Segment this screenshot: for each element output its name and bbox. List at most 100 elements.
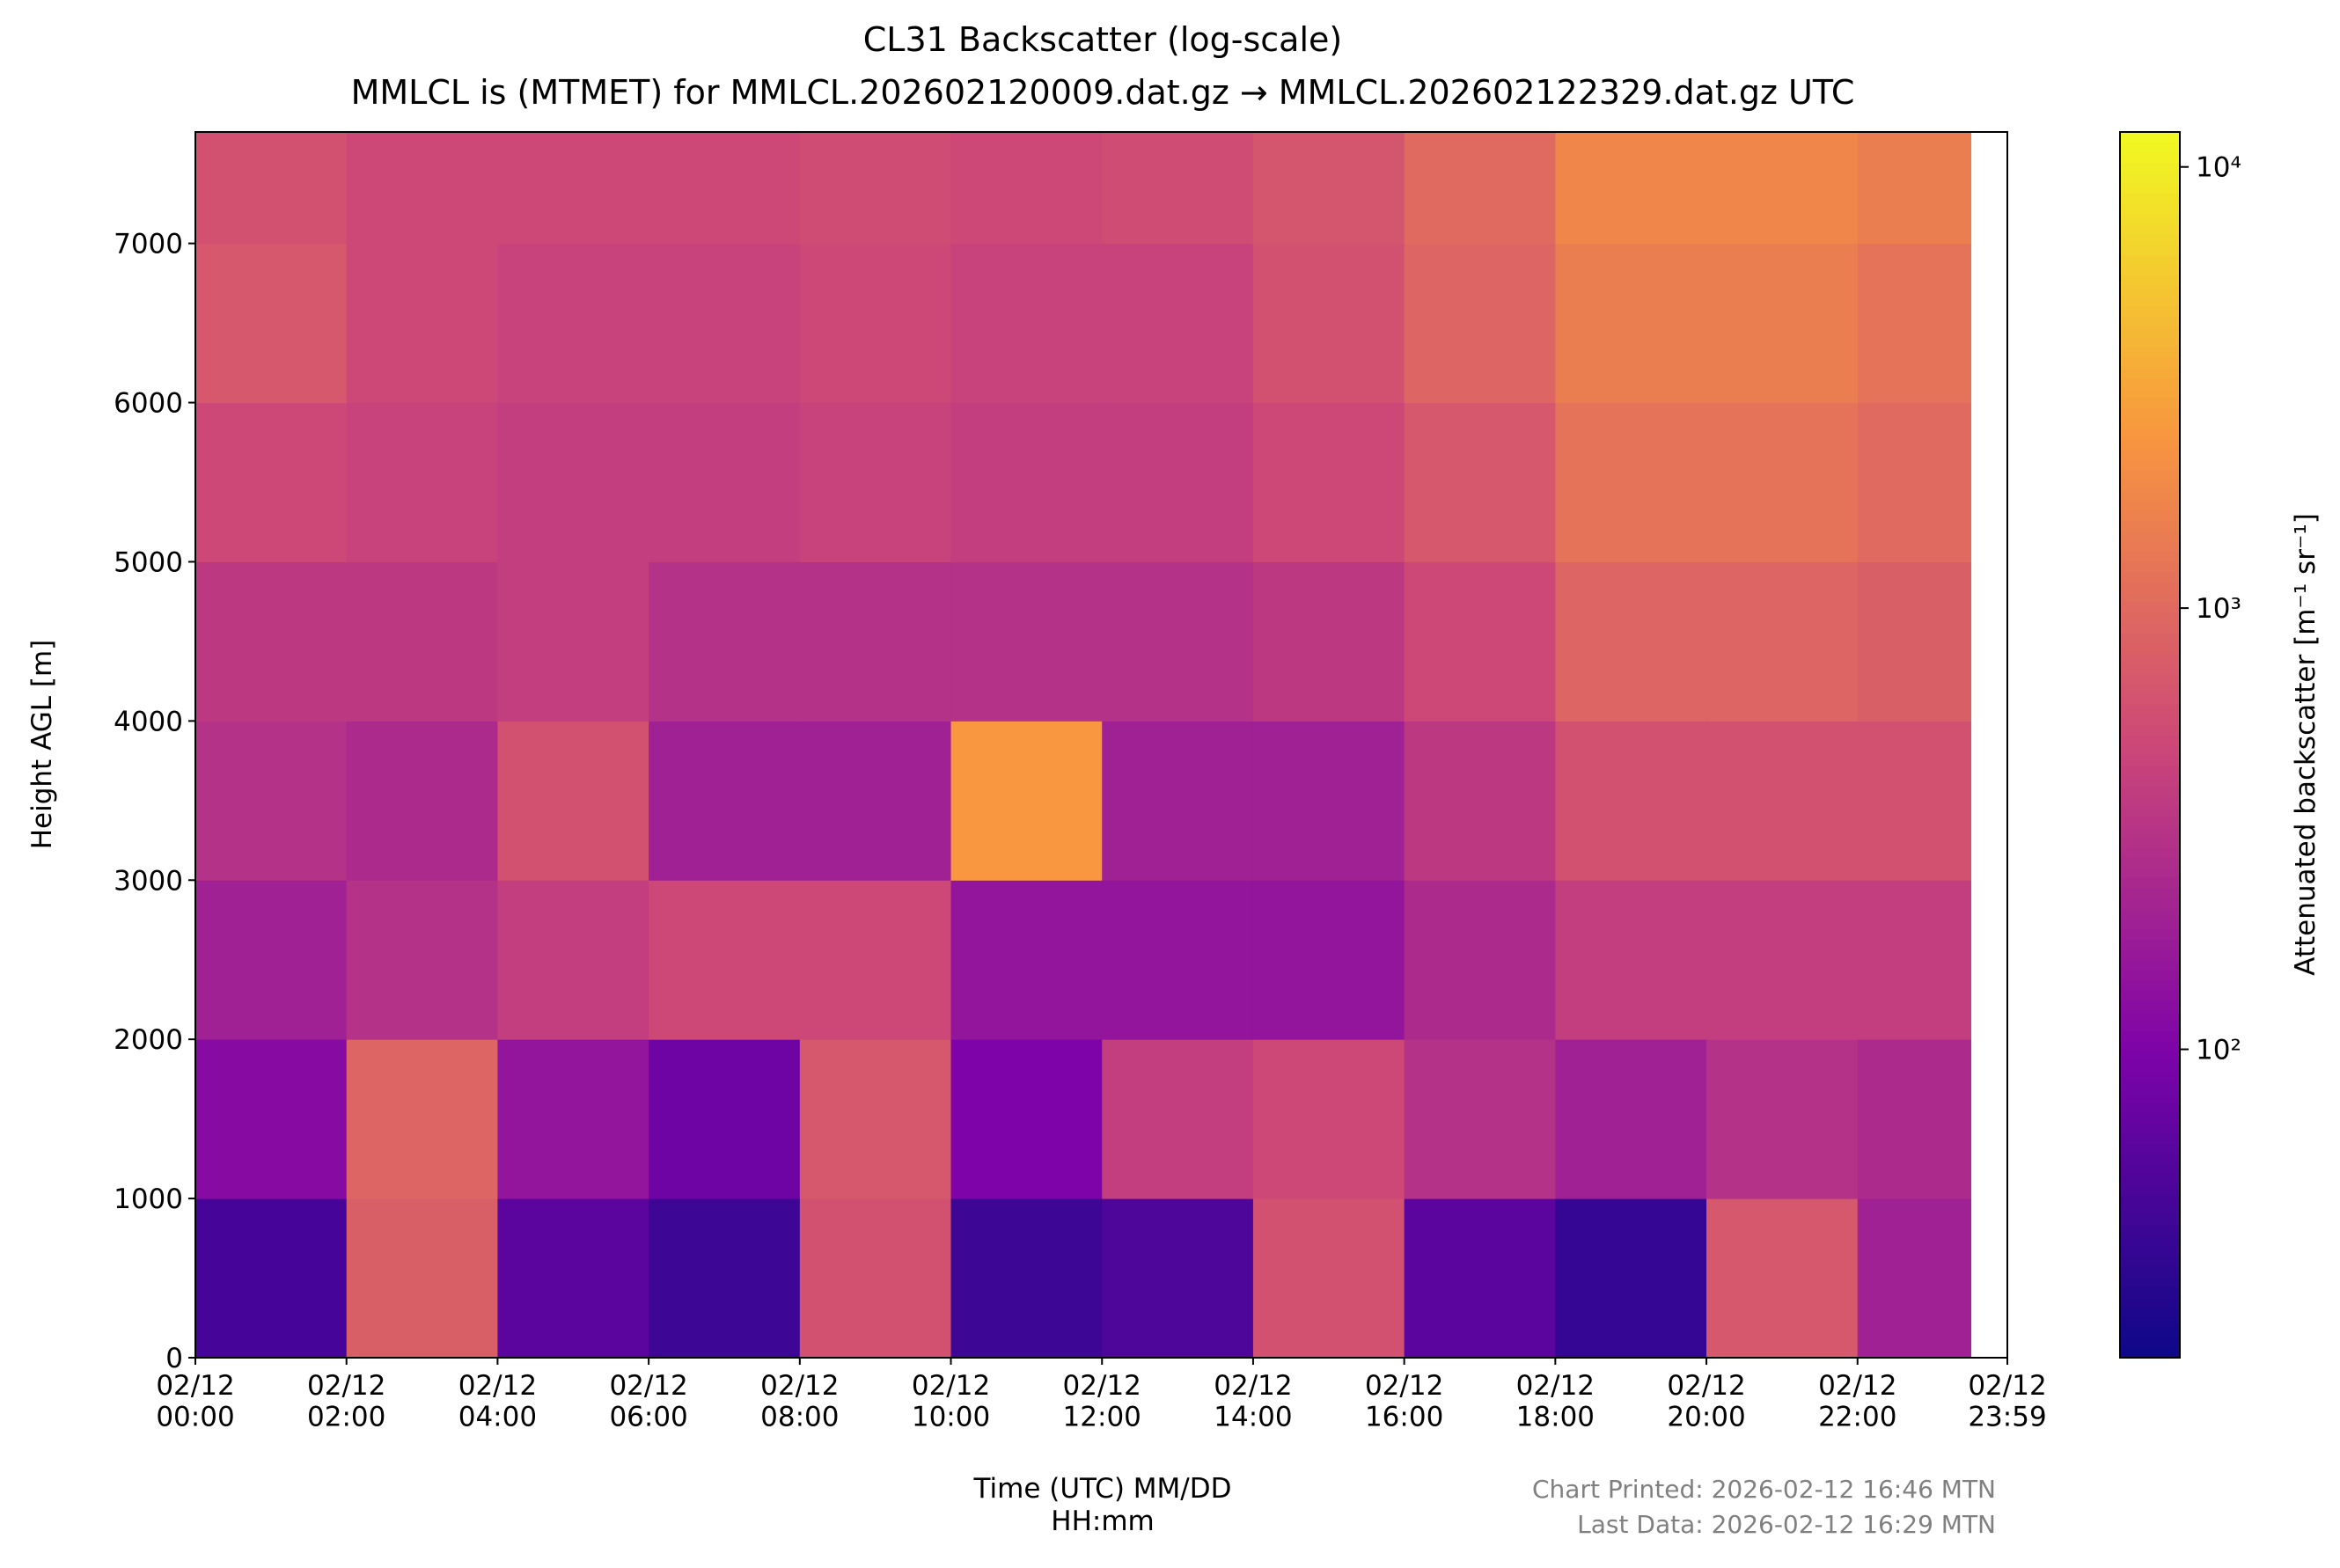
colorbar-segment (2120, 285, 2180, 297)
heatmap-cell (1252, 243, 1405, 404)
heatmap-cell (346, 132, 498, 245)
colorbar-segment (2120, 990, 2180, 1001)
colorbar-segment (2120, 509, 2180, 521)
y-tick-label: 0 (165, 1343, 183, 1374)
colorbar-segment (2120, 734, 2180, 746)
colorbar-segment (2120, 653, 2180, 664)
colorbar-segment (2120, 1194, 2180, 1205)
footnote: Last Data: 2026-02-12 16:29 MTN (1577, 1510, 1996, 1539)
colorbar-segment (2120, 1276, 2180, 1287)
colorbar-segment (2120, 744, 2180, 756)
heatmap-cell (799, 561, 952, 722)
colorbar-segment (2120, 1030, 2180, 1042)
heatmap-cell (1404, 561, 1556, 722)
heatmap-cell (497, 1039, 649, 1199)
colorbar-segment (2120, 193, 2180, 205)
heatmap-cell (1404, 1198, 1556, 1359)
y-tick-label: 2000 (114, 1024, 183, 1056)
heatmap-cell (1706, 243, 1859, 404)
y-tick-label: 7000 (114, 229, 183, 260)
x-tick-label: 02/12 04:00 (458, 1370, 537, 1433)
colorbar-segment (2120, 469, 2180, 480)
heatmap-cell (649, 721, 801, 881)
colorbar-segment (2120, 1081, 2180, 1093)
heatmap-cell (799, 880, 952, 1040)
colorbar-segment (2120, 1123, 2180, 1134)
colorbar-segment (2120, 622, 2180, 634)
colorbar-segment (2120, 969, 2180, 981)
colorbar-segment (2120, 448, 2180, 460)
heatmap-cell (195, 721, 348, 881)
heatmap-cell (195, 132, 348, 245)
heatmap-cell (346, 402, 498, 562)
colorbar-segment (2120, 172, 2180, 184)
y-tick-label: 6000 (114, 388, 183, 420)
colorbar-segment (2120, 1265, 2180, 1277)
heatmap-cell (497, 561, 649, 722)
colorbar-segment (2120, 867, 2180, 879)
heatmap-cell (1252, 721, 1405, 881)
heatmap-cell (1102, 1039, 1254, 1199)
x-tick-label: 02/12 08:00 (760, 1370, 839, 1433)
x-tick-label: 02/12 14:00 (1214, 1370, 1292, 1433)
colorbar-segment (2120, 714, 2180, 726)
colorbar-segment (2120, 816, 2180, 828)
heatmap-cell (799, 1198, 952, 1359)
colorbar-segment (2120, 479, 2180, 491)
colorbar-segment (2120, 458, 2180, 470)
colorbar-segment (2120, 295, 2180, 307)
heatmap-cell (1706, 402, 1859, 562)
colorbar-segment (2120, 857, 2180, 868)
heatmap-cell (1555, 1198, 1707, 1359)
heatmap-cell (1857, 243, 1972, 404)
colorbar-segment (2120, 806, 2180, 817)
x-tick-label: 02/12 12:00 (1063, 1370, 1141, 1433)
heatmap-cell (1706, 1039, 1859, 1199)
colorbar-segment (2120, 775, 2180, 787)
heatmap-cell (1706, 561, 1859, 722)
colorbar-segment (2120, 1092, 2180, 1103)
heatmap-cell (799, 243, 952, 404)
colorbar-segment (2120, 356, 2180, 368)
heatmap-cell (950, 1039, 1103, 1199)
colorbar-segment (2120, 1306, 2180, 1318)
colorbar-segment (2120, 152, 2180, 164)
colorbar-segment (2120, 836, 2180, 848)
colorbar-frame (2119, 131, 2181, 1359)
colorbar-segment (2120, 264, 2180, 276)
heatmap-cell (497, 1198, 649, 1359)
heatmap-cell (950, 721, 1103, 881)
colorbar-segment (2120, 959, 2180, 971)
heatmap-cell (950, 1198, 1103, 1359)
colorbar-segment (2120, 213, 2180, 225)
heatmap-cell (649, 1198, 801, 1359)
colorbar-segment (2120, 530, 2180, 542)
heatmap-cell (1102, 402, 1254, 562)
colorbar-segment (2120, 244, 2180, 256)
colorbar-segment (2120, 336, 2180, 348)
chart-title: CL31 Backscatter (log-scale) (863, 20, 1342, 59)
heatmap-cell (1404, 402, 1556, 562)
heatmap-cell (950, 402, 1103, 562)
colorbar-segment (2120, 1286, 2180, 1298)
colorbar-segment (2120, 1071, 2180, 1083)
colorbar-segment (2120, 918, 2180, 930)
colorbar-segment (2120, 908, 2180, 920)
heatmap-cell (1555, 402, 1707, 562)
colorbar-segment (2120, 397, 2180, 409)
colorbar-segment (2120, 438, 2180, 450)
colorbar-tick-label: 10⁴ (2196, 152, 2241, 184)
heatmap-cell (1102, 132, 1254, 245)
heatmap-cell (1102, 880, 1254, 1040)
colorbar-segment (2120, 755, 2180, 766)
colorbar-segment (2120, 315, 2180, 327)
colorbar-tick-label: 10² (2196, 1035, 2241, 1066)
y-axis-label: Height AGL [m] (26, 640, 58, 850)
colorbar-segment (2120, 489, 2180, 501)
heatmap-cell (497, 721, 649, 881)
colorbar-segment (2120, 387, 2180, 399)
heatmap-cell (497, 132, 649, 245)
colorbar-segment (2120, 1041, 2180, 1052)
colorbar-segment (2120, 1174, 2180, 1185)
